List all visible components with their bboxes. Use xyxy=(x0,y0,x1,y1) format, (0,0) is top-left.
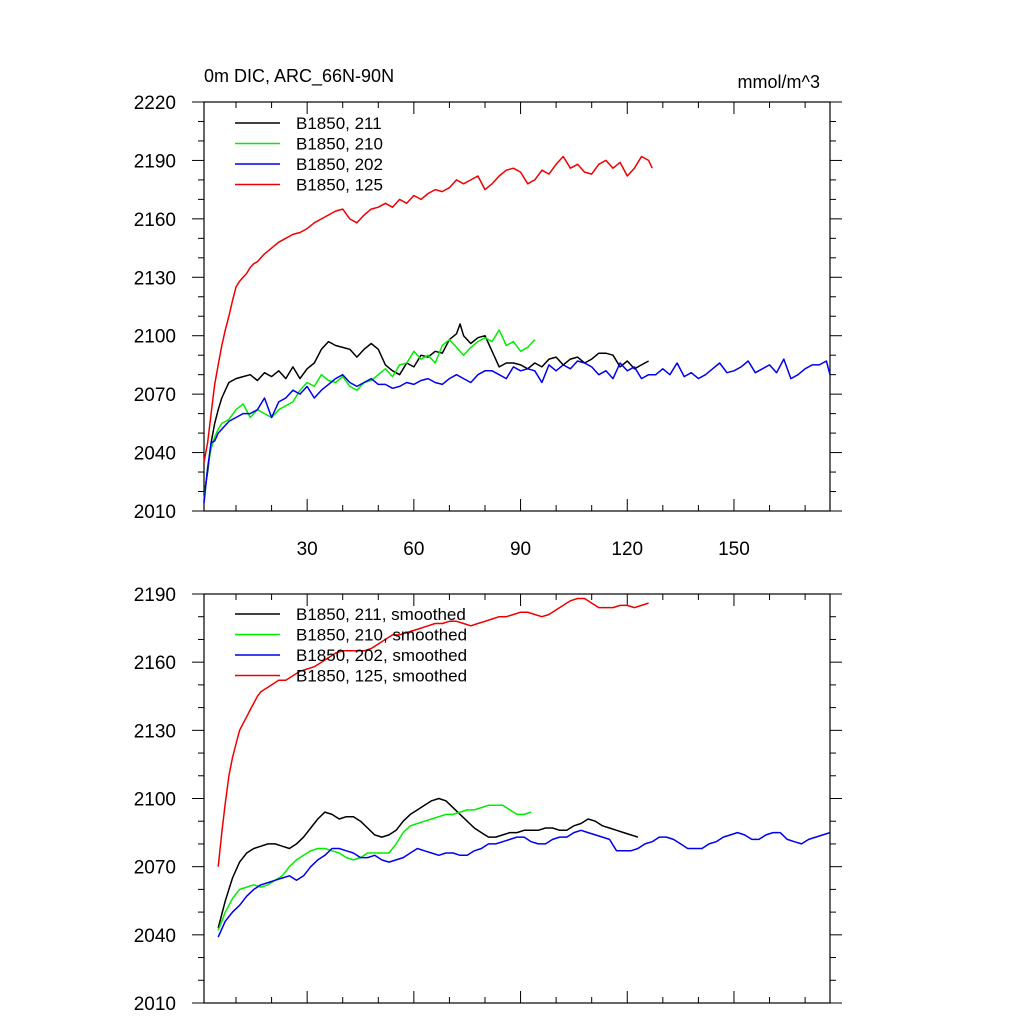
legend-label: B1850, 211, smoothed xyxy=(296,605,466,624)
x-tick-label: 150 xyxy=(718,539,750,560)
legend-label: B1850, 202 xyxy=(296,155,383,174)
y-tick-label: 2160 xyxy=(134,653,176,674)
y-tick-label: 2010 xyxy=(134,502,176,523)
legend-label: B1850, 210, smoothed xyxy=(296,626,467,645)
y-tick-label: 2040 xyxy=(134,444,176,465)
y-tick-label: 2160 xyxy=(134,210,176,231)
y-tick-label: 2070 xyxy=(134,858,176,879)
x-tick-label: 30 xyxy=(297,539,318,560)
y-tick-label: 2130 xyxy=(134,721,176,742)
series-line-3 xyxy=(217,829,831,938)
y-tick-label: 2220 xyxy=(134,93,176,114)
series-line-4 xyxy=(217,597,649,867)
x-tick-label: 60 xyxy=(403,539,424,560)
chart-title: 0m DIC, ARC_66N-90N xyxy=(204,66,394,87)
legend-label: B1850, 125, smoothed xyxy=(296,667,467,686)
legend-label: B1850, 211 xyxy=(296,114,382,133)
y-tick-label: 2190 xyxy=(134,585,176,606)
y-tick-label: 2190 xyxy=(134,151,176,172)
y-tick-label: 2100 xyxy=(134,790,176,811)
x-tick-label: 120 xyxy=(611,539,643,560)
y-tick-label: 2040 xyxy=(134,926,176,947)
bottom-panel: 2010 2040 2070 2100 2130 2160 2190 B1850, 211, … xyxy=(134,585,842,1015)
plot-frame xyxy=(203,101,831,512)
legend-label: B1850, 125 xyxy=(296,176,383,195)
series-line-1 xyxy=(217,797,639,929)
y-tick-label: 2130 xyxy=(134,268,176,289)
units-label: mmol/m^3 xyxy=(738,72,820,92)
series-line-4 xyxy=(203,155,653,463)
y-tick-label: 2010 xyxy=(134,994,176,1015)
legend-label: B1850, 210 xyxy=(296,135,383,154)
series-line-3 xyxy=(203,358,831,504)
y-tick-label: 2100 xyxy=(134,327,176,348)
series-line-2 xyxy=(217,804,532,931)
x-tick-label: 90 xyxy=(510,539,531,560)
series-line-1 xyxy=(203,323,649,496)
top-panel: 2010 2040 2070 2100 2130 2160 2190 2220 30 60 90 12… xyxy=(134,66,842,560)
series-line-2 xyxy=(203,329,536,500)
legend-label: B1850, 202, smoothed xyxy=(296,646,467,665)
y-tick-label: 2070 xyxy=(134,385,176,406)
